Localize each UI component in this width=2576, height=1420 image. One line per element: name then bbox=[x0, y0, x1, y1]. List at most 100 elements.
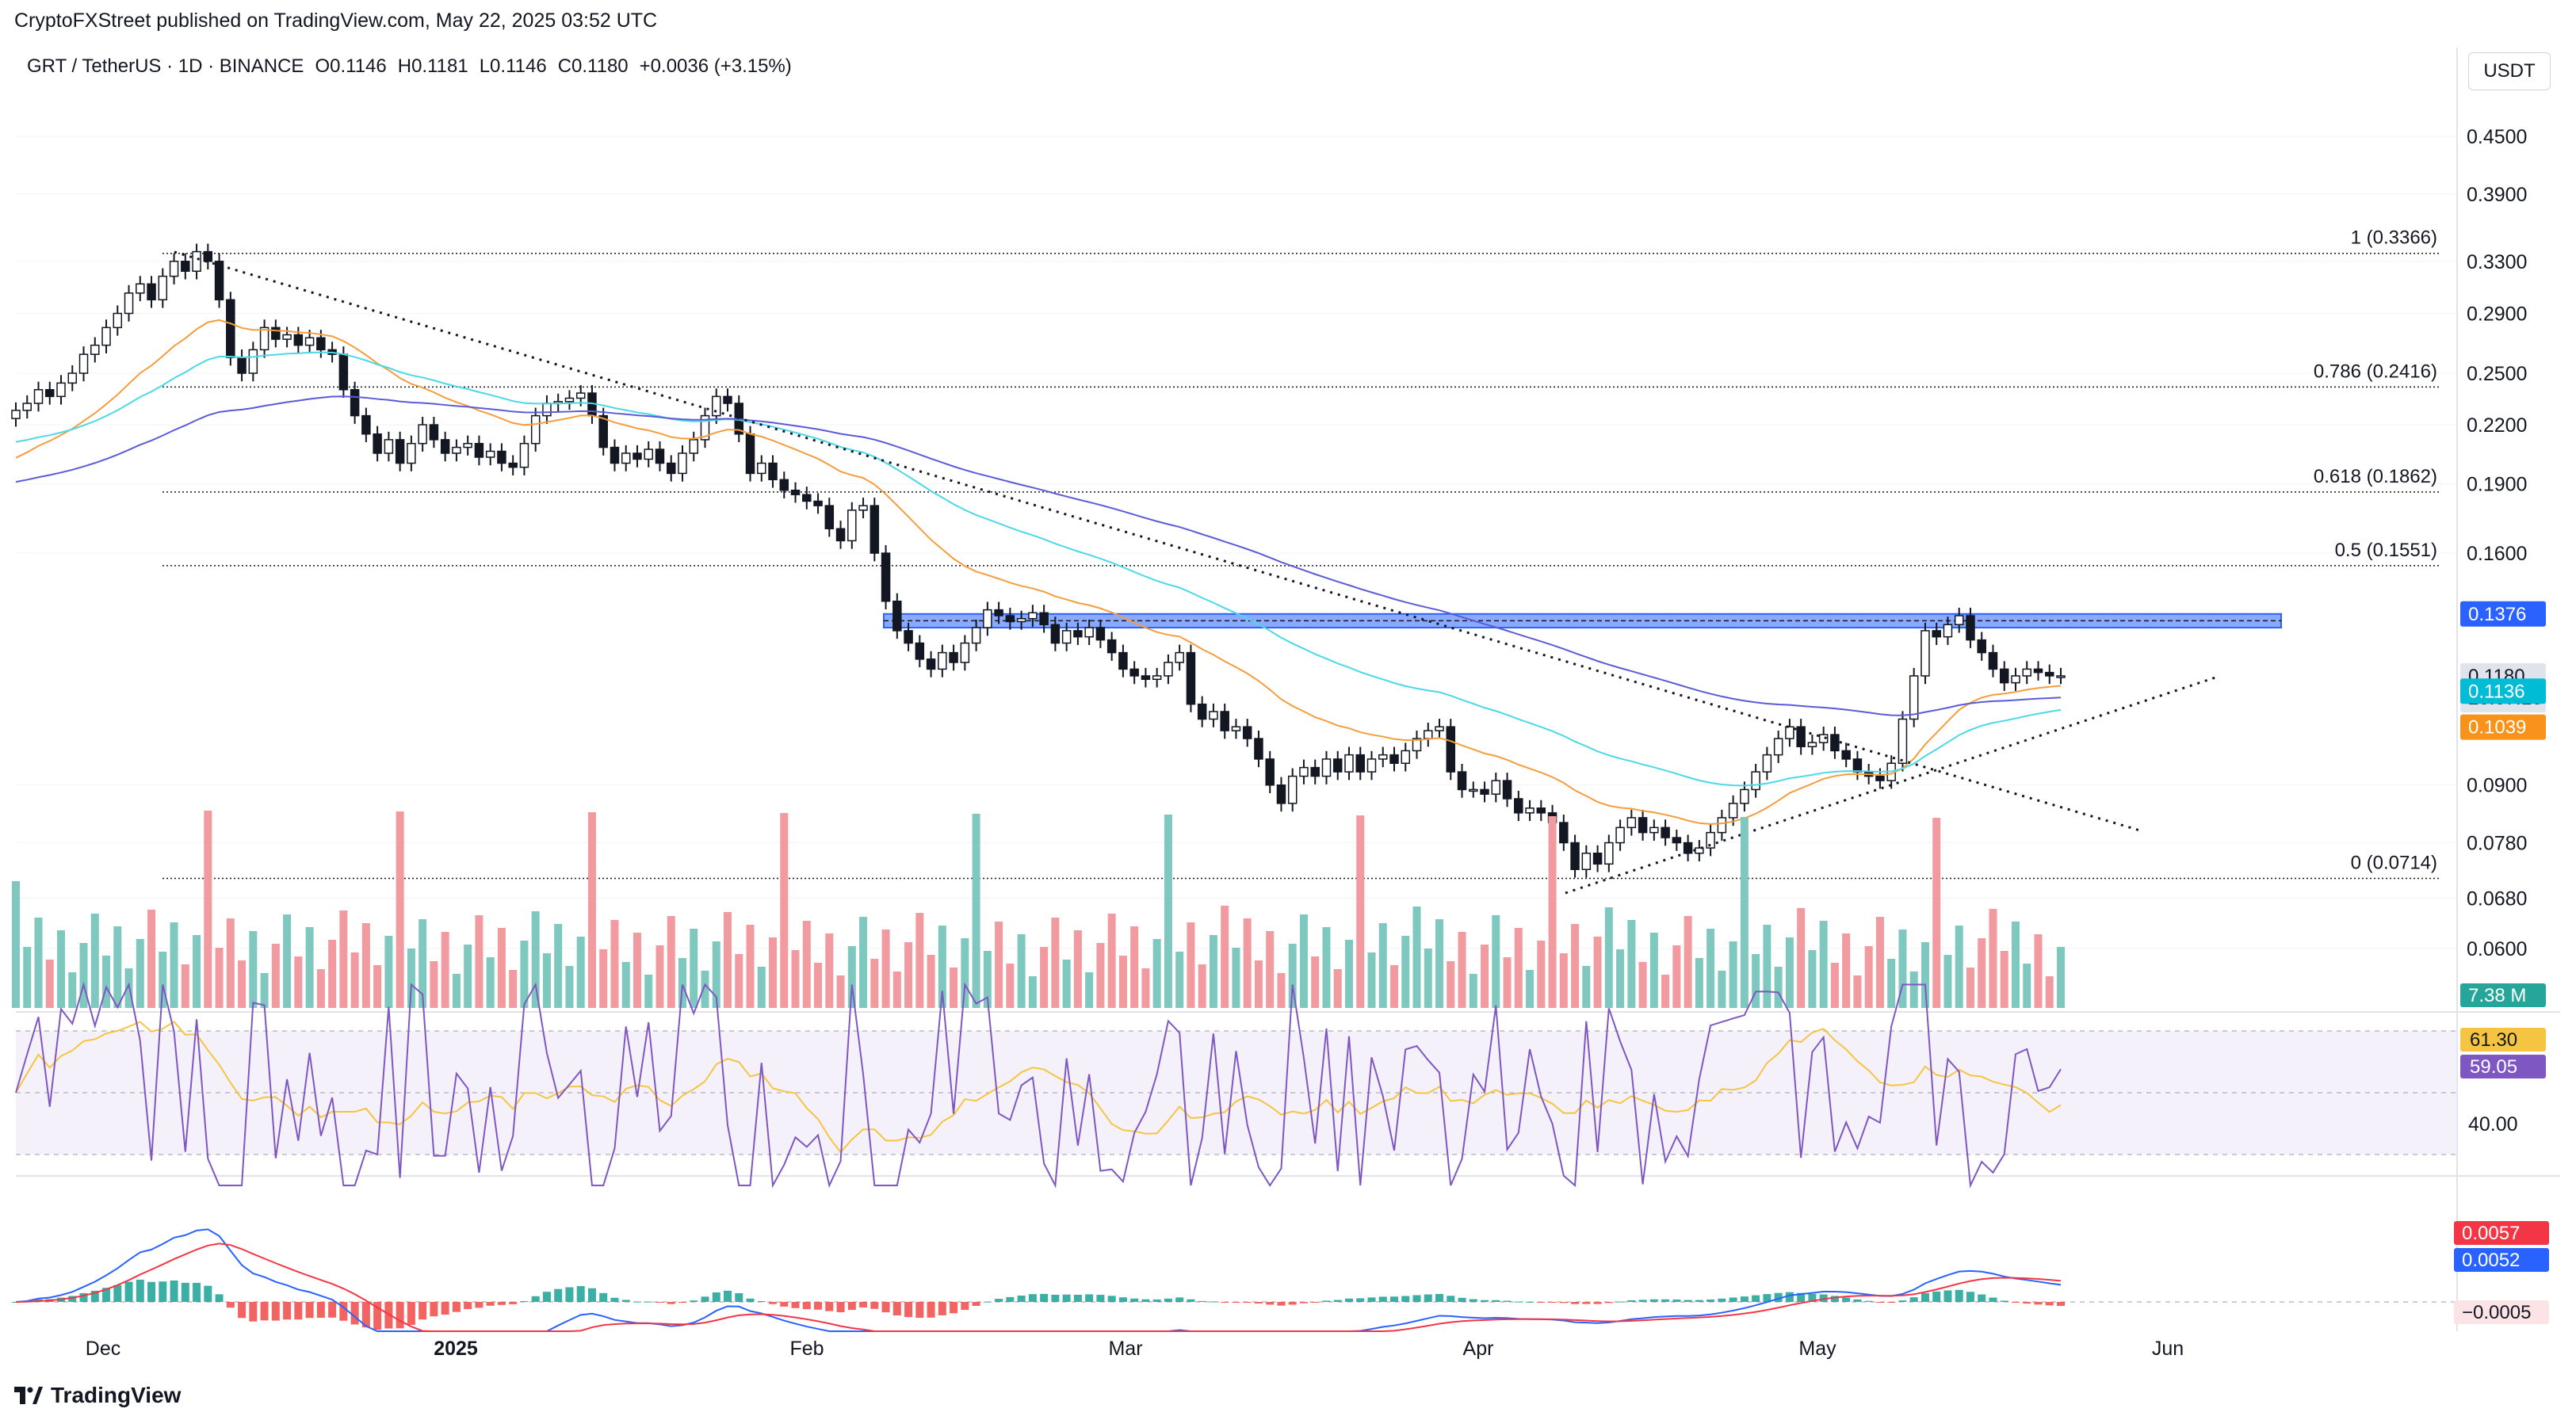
volume-bar bbox=[1243, 918, 1252, 1008]
macd-histogram-bar bbox=[1808, 1293, 1817, 1302]
volume-bar bbox=[1277, 973, 1286, 1008]
volume-bar bbox=[1887, 959, 1896, 1008]
volume-bar bbox=[1582, 966, 1591, 1008]
volume-bar bbox=[881, 929, 890, 1008]
candle-body bbox=[226, 299, 235, 358]
volume-bar bbox=[690, 929, 698, 1008]
macd-histogram-bar bbox=[667, 1302, 675, 1304]
volume-bar bbox=[1989, 909, 1997, 1008]
macd-histogram-bar bbox=[1254, 1302, 1263, 1304]
macd-histogram-bar bbox=[1322, 1300, 1331, 1302]
candle-body bbox=[779, 479, 789, 491]
candle-body bbox=[2022, 668, 2031, 677]
y-tick-label: 0.0680 bbox=[2467, 888, 2527, 910]
macd-histogram-bar bbox=[1627, 1300, 1636, 1302]
volume-bar bbox=[836, 975, 845, 1008]
macd-histogram-bar bbox=[1141, 1299, 1150, 1302]
volume-bar bbox=[1107, 914, 1116, 1008]
tradingview-logo[interactable]: TradingView bbox=[14, 1383, 181, 1408]
volume-bar bbox=[361, 923, 370, 1008]
candle-body bbox=[542, 403, 552, 417]
macd-histogram-bar bbox=[1695, 1300, 1703, 1302]
candle-body bbox=[429, 424, 439, 441]
candle-body bbox=[1118, 651, 1128, 670]
macd-histogram-bar bbox=[12, 1302, 20, 1303]
x-tick-label: Mar bbox=[1108, 1338, 1142, 1360]
macd-histogram-bar bbox=[238, 1302, 247, 1319]
volume-bar bbox=[599, 949, 608, 1008]
volume-bar bbox=[1718, 971, 1726, 1008]
candle-body bbox=[1830, 734, 1840, 752]
volume-bar bbox=[249, 931, 258, 1008]
macd-histogram-bar bbox=[1356, 1298, 1365, 1302]
macd-badge bbox=[2454, 1300, 2549, 1324]
volume-bar bbox=[294, 956, 303, 1008]
volume-badge-label: 7.38 M bbox=[2468, 985, 2526, 1006]
volume-bar bbox=[1073, 930, 1082, 1008]
candle-body bbox=[723, 395, 732, 404]
currency-selector[interactable]: USDT bbox=[2468, 52, 2551, 90]
volume-bar bbox=[1842, 933, 1851, 1008]
ohlc-change: +0.0036 (+3.15%) bbox=[639, 55, 792, 77]
candle-body bbox=[655, 449, 665, 464]
candle-body bbox=[1152, 675, 1162, 681]
macd-histogram-bar bbox=[554, 1288, 563, 1302]
candle-body bbox=[1740, 788, 1749, 804]
y-tick-label: 0.1600 bbox=[2467, 543, 2527, 565]
volume-bar bbox=[1898, 929, 1907, 1008]
candle-body bbox=[1073, 630, 1083, 638]
candle-body bbox=[192, 250, 201, 273]
volume-bar bbox=[1707, 929, 1715, 1008]
macd-histogram-bar bbox=[531, 1296, 540, 1302]
volume-bar bbox=[1017, 934, 1026, 1008]
macd-histogram-bar bbox=[950, 1302, 958, 1314]
volume-bar bbox=[1819, 921, 1828, 1008]
volume-badge bbox=[2460, 983, 2546, 1007]
candle-body bbox=[835, 528, 846, 542]
candle-body bbox=[564, 397, 575, 403]
rsi-badge-label: 59.05 bbox=[2470, 1056, 2517, 1078]
macd-histogram-bar bbox=[147, 1281, 156, 1302]
price-badge bbox=[2460, 714, 2546, 740]
macd-histogram-bar bbox=[181, 1282, 189, 1302]
volume-bar bbox=[520, 941, 529, 1008]
candle-body bbox=[2044, 671, 2054, 677]
candle-body bbox=[1095, 627, 1106, 641]
symbol-name[interactable]: GRT / TetherUS · 1D · BINANCE bbox=[27, 55, 304, 77]
volume-bar bbox=[1649, 933, 1658, 1008]
macd-histogram-bar bbox=[1333, 1300, 1342, 1302]
volume-bar bbox=[644, 975, 653, 1008]
candle-body bbox=[463, 442, 472, 449]
candle-body bbox=[644, 449, 653, 460]
candle-body bbox=[824, 505, 835, 529]
macd-histogram-bar bbox=[1649, 1299, 1658, 1302]
volume-bar bbox=[1118, 956, 1127, 1008]
macd-histogram-bar bbox=[995, 1299, 1003, 1302]
macd-histogram-bar bbox=[1458, 1297, 1466, 1302]
candle-body bbox=[1287, 775, 1298, 804]
volume-bar bbox=[802, 921, 811, 1008]
macd-histogram-bar bbox=[1062, 1294, 1071, 1302]
volume-bar bbox=[215, 948, 224, 1008]
candle-body bbox=[1796, 726, 1806, 748]
candle-body bbox=[700, 414, 710, 441]
candle-body bbox=[1457, 771, 1467, 791]
macd-histogram-bar bbox=[915, 1302, 924, 1319]
candle-body bbox=[1525, 807, 1535, 814]
volume-bar bbox=[1469, 974, 1477, 1008]
macd-histogram-bar bbox=[1288, 1302, 1297, 1305]
macd-histogram-bar bbox=[396, 1302, 404, 1329]
candle-body bbox=[384, 439, 394, 454]
candle-body bbox=[395, 439, 405, 464]
candle-body bbox=[1435, 726, 1444, 731]
volume-bar bbox=[1548, 816, 1557, 1008]
candle-body bbox=[1355, 754, 1365, 773]
volume-bar bbox=[316, 969, 325, 1008]
volume-bar bbox=[655, 945, 664, 1008]
price-badge bbox=[2460, 678, 2546, 704]
macd-histogram-bar bbox=[1118, 1297, 1127, 1302]
macd-histogram-bar bbox=[1175, 1297, 1184, 1302]
volume-bar bbox=[1175, 952, 1184, 1008]
macd-histogram-bar bbox=[350, 1302, 359, 1325]
